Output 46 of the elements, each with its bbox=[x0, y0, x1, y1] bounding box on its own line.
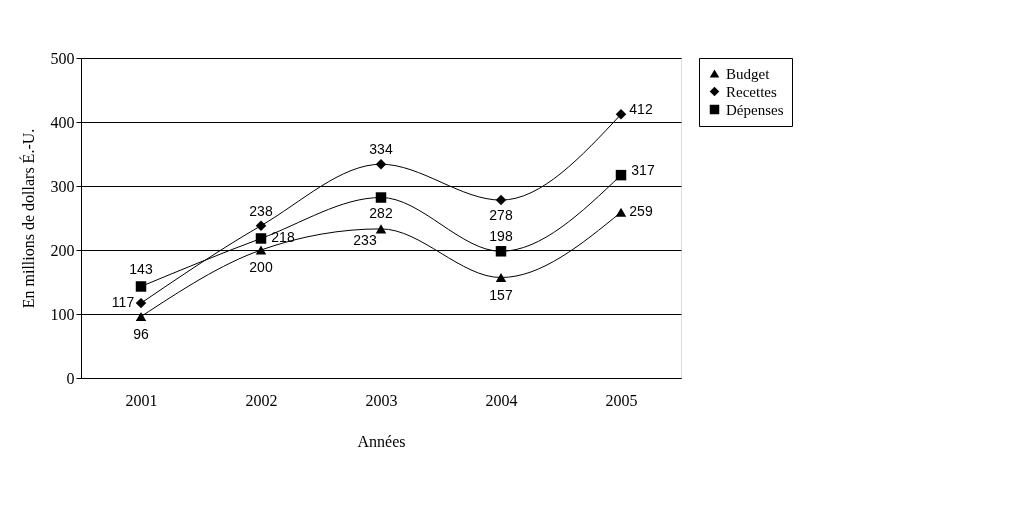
point bbox=[255, 220, 267, 231]
y-tick-label: 200 bbox=[50, 241, 75, 259]
data-label: 96 bbox=[133, 325, 149, 342]
data-label: 143 bbox=[129, 261, 153, 278]
point bbox=[255, 245, 267, 255]
point bbox=[495, 246, 507, 257]
point bbox=[135, 312, 147, 322]
data-label: 233 bbox=[353, 231, 377, 248]
point bbox=[615, 207, 627, 217]
point bbox=[375, 192, 387, 203]
x-tick-label: 2001 bbox=[125, 391, 158, 409]
point bbox=[615, 109, 627, 120]
data-label: 157 bbox=[489, 286, 513, 303]
x-axis-title: Années bbox=[357, 432, 406, 450]
point bbox=[135, 297, 147, 309]
data-label: 218 bbox=[271, 229, 295, 246]
x-tick-label: 2004 bbox=[485, 391, 518, 409]
data-label: 334 bbox=[369, 141, 393, 158]
legend-label: Recettes bbox=[726, 83, 777, 100]
data-label: 282 bbox=[369, 204, 393, 221]
y-tick-label: 0 bbox=[66, 369, 75, 387]
y-tick-label: 300 bbox=[50, 177, 75, 195]
x-tick-label: 2003 bbox=[365, 391, 398, 409]
y-tick-label: 500 bbox=[50, 49, 75, 67]
point bbox=[615, 169, 627, 181]
y-tick-label: 100 bbox=[50, 305, 75, 323]
point bbox=[375, 159, 387, 170]
y-tick-label: 400 bbox=[50, 113, 75, 131]
point bbox=[495, 272, 507, 283]
point bbox=[135, 281, 147, 292]
legend-label: Budget bbox=[726, 65, 771, 82]
data-label: 117 bbox=[111, 294, 135, 311]
legend-label: Dépenses bbox=[726, 101, 784, 118]
x-tick-label: 2002 bbox=[245, 391, 278, 409]
data-label: 412 bbox=[629, 101, 653, 118]
data-label: 200 bbox=[249, 259, 273, 275]
y-axis-title: En millions de dollars É.-U. bbox=[18, 128, 37, 309]
data-label: 317 bbox=[631, 162, 655, 179]
data-label: 238 bbox=[249, 202, 273, 219]
point bbox=[495, 194, 507, 206]
data-label: 259 bbox=[629, 203, 653, 220]
point bbox=[375, 224, 387, 234]
x-tick-label: 2005 bbox=[605, 391, 638, 409]
data-label: 198 bbox=[489, 228, 513, 245]
point bbox=[255, 233, 267, 244]
data-label: 278 bbox=[489, 207, 513, 224]
